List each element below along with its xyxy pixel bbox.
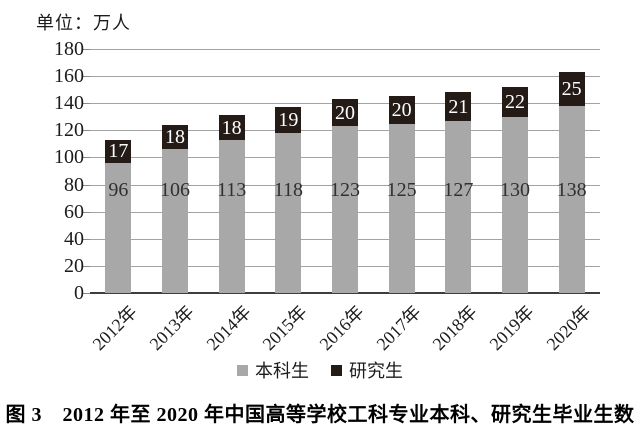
bar-segment-undergrad [218,139,245,293]
value-label-grad: 25 [561,77,582,100]
gridline-180 [90,49,600,50]
y-tick-label-140: 140 [54,92,84,115]
value-label-undergrad: 113 [217,179,247,201]
value-label-undergrad: 125 [386,179,417,201]
value-label-undergrad: 96 [108,179,129,201]
y-tick-100 [83,157,90,159]
bar-segment-grad [502,86,528,117]
undergrad-swatch-icon [237,364,248,376]
legend-item-undergrad: 本科生 [237,357,309,383]
y-tick-label-180: 180 [54,38,84,60]
value-label-undergrad: 138 [556,179,587,201]
bar-segment-grad [105,139,132,163]
bar-segment-undergrad [558,105,585,293]
legend-label-grad: 研究生 [349,361,403,381]
value-label-grad: 20 [391,99,412,121]
grad-swatch-icon [331,364,342,376]
value-label-undergrad: 123 [330,179,360,201]
legend-item-grad: 研究生 [331,357,403,383]
bar-segment-undergrad [275,133,302,293]
y-tick-140 [83,103,90,105]
y-tick-label-80: 80 [64,173,84,196]
y-tick-label-20: 20 [64,254,84,277]
value-label-undergrad: 106 [160,179,190,201]
bar-segment-undergrad [105,162,132,293]
y-tick-160 [83,76,90,78]
y-tick-label-40: 40 [64,227,84,250]
value-label-undergrad: 130 [500,179,530,201]
value-label-grad: 18 [165,126,185,149]
y-tick-label-120: 120 [54,119,84,142]
value-label-grad: 19 [278,109,299,132]
bar-segment-grad [162,124,188,150]
unit-label: 单位：万人 [36,13,131,33]
gridline-160 [90,76,600,78]
y-tick-180 [83,49,90,50]
y-tick-label-60: 60 [64,200,84,223]
figure-caption: 图 3 2012 年至 2020 年中国高等学校工科专业本科、研究生毕业生数 [5,404,635,426]
y-tick-120 [83,130,90,132]
bar-segment-undergrad [332,126,358,293]
x-axis-line [90,292,600,294]
y-tick-label-160: 160 [54,65,84,88]
bar-segment-grad [275,107,302,134]
bar-segment-grad [445,92,472,121]
bar-segment-undergrad [162,149,188,293]
y-tick-20 [83,265,90,267]
y-tick-0 [83,293,90,294]
bar-segment-undergrad [388,123,415,293]
value-label-grad: 21 [448,95,469,118]
bar-segment-grad [558,72,585,106]
bar-segment-grad [388,96,415,124]
value-label-undergrad: 127 [443,179,474,201]
bar-segment-grad [218,115,245,140]
value-label-grad: 20 [335,101,355,124]
value-label-undergrad: 118 [273,179,303,201]
bar-segment-grad [332,99,358,127]
y-tick-label-0: 0 [74,282,84,304]
value-label-grad: 22 [505,90,525,113]
value-label-grad: 18 [221,116,242,139]
y-tick-60 [83,211,90,213]
bar-segment-undergrad [445,120,472,293]
value-label-grad: 17 [108,140,129,163]
legend-label-undergrad: 本科生 [255,361,309,381]
y-tick-80 [83,184,90,186]
legend: 本科生 研究生 [0,357,640,383]
bar-segment-undergrad [502,116,528,293]
y-tick-label-100: 100 [54,146,84,169]
y-tick-40 [83,238,90,240]
